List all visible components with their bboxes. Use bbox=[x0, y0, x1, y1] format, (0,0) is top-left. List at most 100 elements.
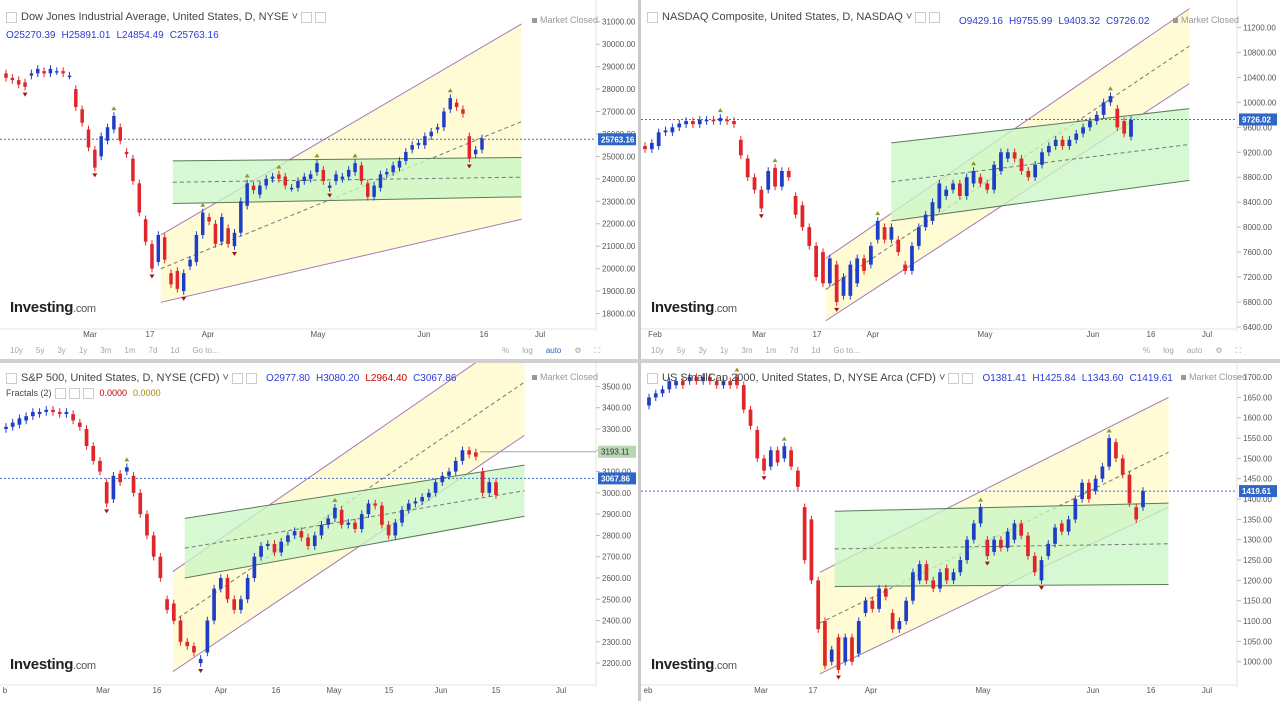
fractal-down-marker bbox=[984, 561, 990, 566]
fractal-down-marker bbox=[761, 476, 767, 481]
close-icon[interactable] bbox=[82, 388, 94, 400]
candle-body bbox=[1019, 523, 1024, 536]
auto-toggle[interactable]: auto bbox=[545, 346, 562, 355]
log-toggle[interactable]: log bbox=[1163, 346, 1174, 355]
chart-pane-dow[interactable]: 31000.00 30000.00 29000.00 28000.00 27000.00… bbox=[0, 0, 638, 359]
candle-body bbox=[258, 185, 262, 195]
candle-body bbox=[1046, 146, 1051, 153]
candle-body bbox=[938, 572, 942, 589]
candle-body bbox=[416, 142, 421, 146]
range-3m[interactable]: 3m bbox=[100, 346, 112, 355]
auto-toggle[interactable]: auto bbox=[1186, 346, 1203, 355]
percent-toggle[interactable]: % bbox=[502, 346, 510, 355]
candle-body bbox=[17, 418, 22, 425]
fullscreen-icon[interactable]: ⛶ bbox=[1235, 346, 1242, 355]
range-5y[interactable]: 5y bbox=[676, 346, 686, 355]
nasdaq-chart-svg[interactable]: 11200.0010800.0010400.0010000.009600.009… bbox=[641, 0, 1280, 359]
dropdown-chevron-icon[interactable]: ˅ bbox=[291, 11, 299, 23]
dropdown-chevron-icon[interactable]: ˅ bbox=[905, 11, 913, 23]
chart-pane-nasdaq[interactable]: 11200.00 10800.00 10400.00 10000.00 9600.00 9… bbox=[641, 0, 1280, 359]
percent-toggle[interactable]: % bbox=[1143, 346, 1151, 355]
x-tick-label: 16 bbox=[480, 330, 489, 339]
collapse-icon[interactable] bbox=[6, 11, 17, 23]
chart-pane-smallcap[interactable]: 1700.00 1650.00 1600.00 1550.00 1500.00 1450.… bbox=[641, 363, 1280, 701]
range-toolbar[interactable]: 10y 5y 3y 1y 3m 1m 7d 1d Go to... bbox=[10, 346, 232, 359]
candle-body bbox=[687, 377, 692, 382]
candle-body bbox=[378, 174, 383, 188]
range-3m[interactable]: 3m bbox=[741, 346, 753, 355]
collapse-icon[interactable] bbox=[647, 372, 658, 384]
candle-body bbox=[80, 109, 84, 123]
candle-body bbox=[413, 501, 418, 504]
candle-body bbox=[334, 174, 338, 182]
gear-icon[interactable]: ⚙ bbox=[1215, 346, 1223, 355]
y-tick-label: 1600.00 bbox=[1243, 414, 1272, 423]
price-label-2: 3193.11 bbox=[601, 448, 630, 457]
candle-body bbox=[910, 245, 914, 271]
fullscreen-icon[interactable]: ⛶ bbox=[594, 346, 601, 355]
smallcap-chart-svg[interactable]: 1700.00 1650.00 1600.00 1550.00 1500.00 1450.… bbox=[641, 363, 1280, 701]
range-3y[interactable]: 3y bbox=[698, 346, 707, 355]
range-7d[interactable]: 7d bbox=[148, 346, 158, 355]
settings-icon[interactable] bbox=[301, 11, 313, 23]
range-1y[interactable]: 1y bbox=[78, 346, 88, 355]
candle-body bbox=[964, 177, 969, 196]
sp500-chart-svg[interactable]: 3500.003400.003300.003200.003100.003000.… bbox=[0, 363, 638, 701]
range-1m[interactable]: 1m bbox=[765, 346, 777, 355]
candle-body bbox=[1032, 556, 1037, 573]
range-toolbar[interactable]: 10y 5y 3y 1y 3m 1m 7d 1d Go to... bbox=[651, 346, 873, 359]
market-status: Market Closed bbox=[532, 372, 598, 382]
fractal-up-marker bbox=[717, 108, 723, 113]
dropdown-chevron-icon[interactable]: ˅ bbox=[222, 372, 229, 384]
range-7d[interactable]: 7d bbox=[789, 346, 799, 355]
dropdown-chevron-icon[interactable]: ˅ bbox=[938, 372, 946, 384]
dow-chart-svg[interactable]: 31000.00 30000.00 29000.00 28000.00 27000.00… bbox=[0, 0, 638, 359]
candle-body bbox=[55, 71, 59, 73]
channel-lower-green bbox=[172, 196, 522, 205]
close-icon[interactable] bbox=[929, 11, 941, 23]
scale-toolbar[interactable]: % log auto ⚙ ⛶ bbox=[1143, 346, 1254, 359]
range-5y[interactable]: 5y bbox=[35, 346, 45, 355]
gear-icon[interactable]: ⚙ bbox=[574, 346, 582, 355]
range-1d[interactable]: 1d bbox=[170, 346, 180, 355]
fractal-down-marker bbox=[231, 251, 237, 256]
close-icon[interactable] bbox=[962, 372, 974, 384]
range-1y[interactable]: 1y bbox=[719, 346, 729, 355]
range-10y[interactable]: 10y bbox=[10, 346, 23, 355]
y-tick-label: 29000.00 bbox=[602, 63, 636, 72]
candle-body bbox=[704, 119, 709, 122]
x-tick-label: eb bbox=[644, 686, 653, 695]
y-tick-label: 3000.00 bbox=[602, 489, 631, 498]
x-tick-label: Jul bbox=[1202, 330, 1212, 339]
settings-icon[interactable] bbox=[54, 388, 66, 400]
ohlc-low: L24854.49 bbox=[116, 30, 164, 41]
settings-icon[interactable] bbox=[915, 11, 927, 23]
collapse-icon[interactable] bbox=[6, 372, 17, 384]
collapse-icon[interactable] bbox=[647, 11, 658, 23]
range-3y[interactable]: 3y bbox=[57, 346, 66, 355]
candle-body bbox=[1005, 152, 1010, 159]
candle-body bbox=[105, 127, 110, 141]
candle-body bbox=[67, 75, 72, 78]
candle-body bbox=[971, 523, 976, 540]
hide-icon[interactable] bbox=[68, 388, 80, 400]
log-toggle[interactable]: log bbox=[522, 346, 533, 355]
settings-icon[interactable] bbox=[948, 372, 960, 384]
channel-lower-green bbox=[891, 179, 1190, 222]
range-1d[interactable]: 1d bbox=[811, 346, 821, 355]
scale-toolbar[interactable]: % log auto ⚙ ⛶ bbox=[502, 346, 613, 359]
candle-body bbox=[111, 475, 116, 500]
chart-header: Dow Jones Industrial Average, United Sta… bbox=[6, 11, 327, 23]
indicator-fractals[interactable]: Fractals (2) 0.0000 0.0000 bbox=[6, 388, 161, 400]
range-10y[interactable]: 10y bbox=[651, 346, 664, 355]
close-icon[interactable] bbox=[315, 11, 327, 23]
chart-pane-sp500[interactable]: 3500.003400.003300.003200.003100.003000.… bbox=[0, 363, 638, 701]
candle-body bbox=[1005, 531, 1010, 548]
range-1m[interactable]: 1m bbox=[124, 346, 136, 355]
candle-body bbox=[1033, 164, 1038, 178]
close-icon[interactable] bbox=[245, 372, 257, 384]
goto-button[interactable]: Go to... bbox=[833, 346, 860, 355]
price-label-2-bg bbox=[598, 445, 636, 458]
goto-button[interactable]: Go to... bbox=[192, 346, 219, 355]
settings-icon[interactable] bbox=[231, 372, 243, 384]
